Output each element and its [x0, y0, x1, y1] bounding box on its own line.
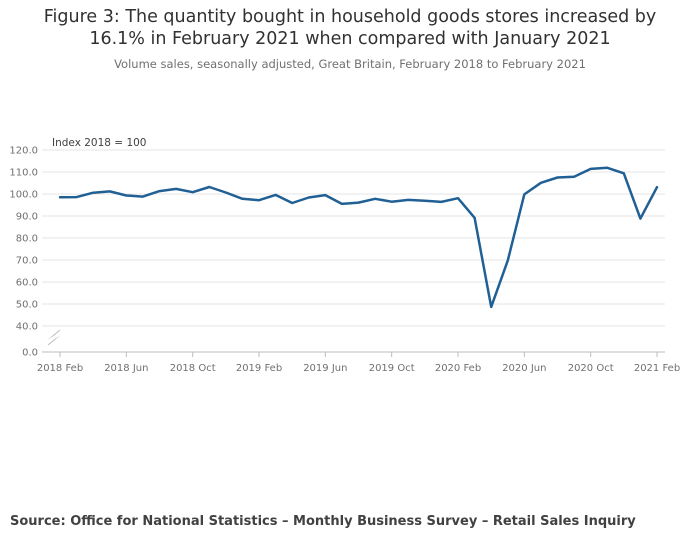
chart-subtitle: Volume sales, seasonally adjusted, Great…: [114, 57, 586, 71]
data-point: [656, 186, 658, 189]
data-point: [523, 193, 526, 196]
data-point: [75, 196, 78, 198]
data-point: [374, 197, 376, 200]
data-point: [307, 196, 310, 199]
x-tick-label: 2019 Jun: [303, 363, 347, 374]
y-tick-label: 120.0: [9, 146, 38, 157]
data-point: [506, 259, 509, 262]
y-tick-label: 50.0: [16, 300, 38, 311]
y-tick-label: 110.0: [9, 168, 38, 179]
y-tick-label: 80.0: [16, 234, 38, 245]
x-tick-label: 2019 Oct: [369, 363, 415, 374]
data-point: [59, 196, 61, 199]
data-point: [324, 194, 327, 197]
data-point: [291, 202, 294, 204]
source-note: Source: Office for National Statistics –…: [10, 514, 636, 529]
y-tick-label: 40.0: [16, 322, 38, 333]
data-point: [208, 186, 211, 188]
data-point: [556, 176, 559, 179]
axis-break-gap: [45, 331, 63, 344]
x-tick-label: 2018 Feb: [37, 363, 83, 374]
x-tick-label: 2018 Oct: [170, 363, 216, 374]
data-point: [341, 203, 343, 205]
chart-title: Figure 3: The quantity bought in househo…: [0, 6, 700, 50]
x-tick-label: 2018 Jun: [104, 363, 148, 374]
data-point: [490, 305, 493, 308]
x-tick-label: 2020 Feb: [435, 363, 481, 374]
y-tick-label: 70.0: [16, 256, 38, 267]
data-point: [125, 194, 128, 197]
y-axis-label: Index 2018 = 100: [52, 137, 146, 149]
chart-title-line-1: Figure 3: The quantity bought in househo…: [43, 7, 657, 27]
y-tick-label: 100.0: [9, 190, 38, 201]
data-point: [158, 190, 161, 193]
x-tick-label: 2020 Jun: [502, 363, 546, 374]
data-point: [390, 200, 393, 203]
data-point: [241, 197, 244, 200]
data-point: [606, 166, 609, 169]
data-point: [142, 195, 144, 198]
data-point: [258, 199, 260, 202]
x-tick-label: 2019 Feb: [236, 363, 282, 374]
data-point: [589, 168, 592, 170]
data-point: [224, 191, 227, 194]
data-point: [473, 216, 476, 219]
data-point: [540, 181, 542, 184]
y-tick-label: 0.0: [22, 348, 38, 359]
data-point: [274, 193, 277, 196]
data-point: [639, 217, 642, 220]
y-tick-label: 60.0: [16, 278, 38, 289]
y-tick-label: 90.0: [16, 212, 38, 223]
data-point: [573, 175, 575, 178]
data-point: [92, 191, 95, 194]
data-point: [357, 201, 360, 204]
data-point: [622, 172, 625, 175]
data-point: [191, 191, 194, 194]
x-tick-label: 2021 Feb: [634, 363, 680, 374]
series-line: [58, 166, 659, 309]
data-point: [440, 201, 443, 203]
x-tick-label: 2020 Oct: [568, 363, 614, 374]
data-point: [108, 190, 111, 193]
chart-title-line-2: 16.1% in February 2021 when compared wit…: [89, 29, 611, 49]
data-point: [423, 199, 426, 202]
data-point: [407, 199, 410, 201]
data-point: [175, 188, 177, 190]
data-point: [457, 197, 459, 200]
